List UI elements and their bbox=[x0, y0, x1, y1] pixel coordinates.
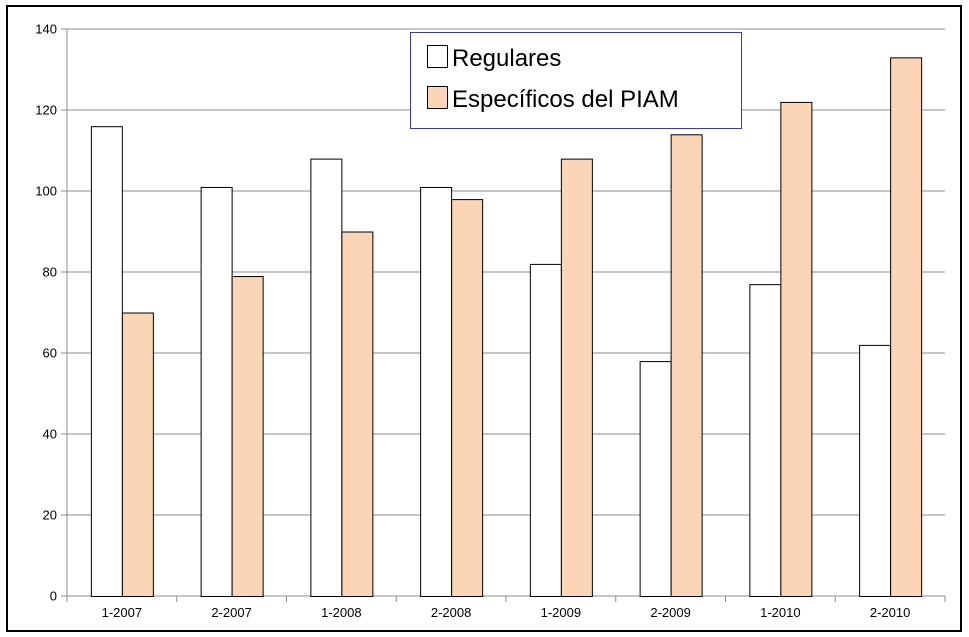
legend-swatch-0 bbox=[427, 45, 448, 68]
bar-regulares-2-2010 bbox=[859, 344, 892, 597]
bars bbox=[90, 57, 923, 598]
x-tick-label-2-2009: 2-2009 bbox=[650, 605, 690, 620]
bar-regulares-1-2010 bbox=[749, 284, 782, 597]
y-tick-label-80: 80 bbox=[43, 265, 57, 280]
legend: Regulares Específicos del PIAM bbox=[410, 32, 742, 129]
bar-especificos-piam-1-2009 bbox=[560, 158, 593, 597]
bar-regulares-1-2008 bbox=[310, 158, 343, 597]
bar-especificos-piam-1-2007 bbox=[121, 312, 154, 597]
bar-especificos-piam-2-2007 bbox=[231, 276, 264, 597]
legend-label-1: Específicos del PIAM bbox=[452, 86, 679, 113]
bar-regulares-1-2009 bbox=[529, 263, 562, 597]
tick-labels: 0 20 40 60 80 100 120 140 1-2007 2-2007 1-2008 2-20… bbox=[35, 22, 910, 621]
y-tick-label-40: 40 bbox=[43, 427, 57, 442]
bar-especificos-piam-1-2008 bbox=[341, 231, 374, 597]
legend-label-0: Regulares bbox=[452, 45, 561, 72]
y-tick-label-120: 120 bbox=[35, 103, 57, 118]
legend-box bbox=[410, 32, 742, 129]
bar-regulares-2-2007 bbox=[200, 186, 233, 597]
legend-swatch-1 bbox=[427, 86, 448, 109]
x-tick-label-1-2009: 1-2009 bbox=[541, 605, 581, 620]
bar-regulares-2-2008 bbox=[420, 186, 453, 597]
x-tick-label-1-2007: 1-2007 bbox=[102, 605, 142, 620]
y-tick-label-60: 60 bbox=[43, 346, 57, 361]
bar-especificos-piam-2-2009 bbox=[670, 134, 703, 598]
bar-especificos-piam-2-2008 bbox=[451, 199, 484, 597]
y-tick-label-140: 140 bbox=[35, 22, 57, 37]
x-tick-label-1-2010: 1-2010 bbox=[760, 605, 800, 620]
bar-especificos-piam-1-2010 bbox=[780, 101, 813, 598]
y-tick-label-100: 100 bbox=[35, 184, 57, 199]
bar-regulares-1-2007 bbox=[90, 126, 123, 597]
x-tick-label-2-2008: 2-2008 bbox=[431, 605, 471, 620]
x-tick-label-1-2008: 1-2008 bbox=[321, 605, 361, 620]
y-tick-label-0: 0 bbox=[50, 589, 57, 604]
x-tick-label-2-2007: 2-2007 bbox=[211, 605, 251, 620]
x-tick-label-2-2010: 2-2010 bbox=[870, 605, 910, 620]
bar-especificos-piam-2-2010 bbox=[890, 57, 923, 598]
y-tick-label-20: 20 bbox=[43, 508, 57, 523]
bar-regulares-2-2009 bbox=[639, 361, 672, 597]
